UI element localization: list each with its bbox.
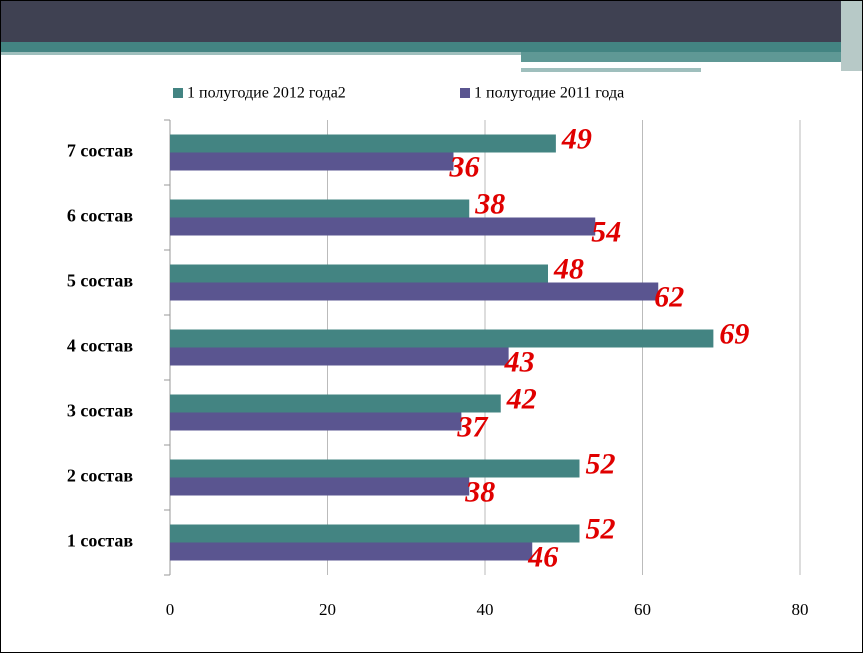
legend-label: 1 полугодие 2011 года [474,85,624,102]
value-label: 38 [474,187,505,220]
bar [170,394,501,413]
bar [170,477,470,496]
bar [170,134,556,153]
value-label: 43 [504,345,535,378]
bar [170,524,580,543]
value-label: 49 [561,122,592,155]
value-label: 46 [527,540,558,573]
legend-swatch [173,88,183,98]
y-tick-label: 4 состав [67,336,134,356]
value-label: 52 [586,447,616,480]
bar [170,459,580,478]
bar [170,199,470,218]
y-tick-label: 5 состав [67,271,134,291]
value-label: 69 [719,317,749,350]
y-tick-label: 3 состав [67,401,134,421]
header-strip [1,42,862,52]
header-line [521,52,841,62]
x-tick-label: 20 [319,600,336,619]
x-tick-label: 60 [634,600,651,619]
value-label: 38 [464,475,495,508]
header-line [1,52,521,55]
bar [170,217,596,236]
value-label: 54 [591,215,621,248]
y-tick-label: 2 состав [67,466,134,486]
y-tick-label: 6 состав [67,206,134,226]
header-corner [841,1,862,71]
bar [170,347,509,366]
value-label: 52 [586,512,616,545]
value-label: 42 [506,382,537,415]
y-tick-label: 7 состав [67,141,134,161]
value-label: 62 [654,280,684,313]
value-label: 36 [449,150,480,183]
legend-swatch [460,88,470,98]
bar [170,542,533,561]
bar [170,282,659,301]
header-line [521,68,701,72]
bar [170,329,714,348]
y-tick-label: 1 состав [67,531,134,551]
bar [170,412,462,431]
x-tick-label: 80 [792,600,809,619]
x-tick-label: 40 [477,600,494,619]
x-tick-label: 0 [166,600,175,619]
header-band [1,1,862,42]
bar [170,152,454,171]
legend-label: 1 полугодие 2012 года2 [187,85,346,102]
value-label: 37 [456,410,488,443]
bar [170,264,548,283]
header-line [521,62,841,65]
value-label: 48 [553,252,584,285]
